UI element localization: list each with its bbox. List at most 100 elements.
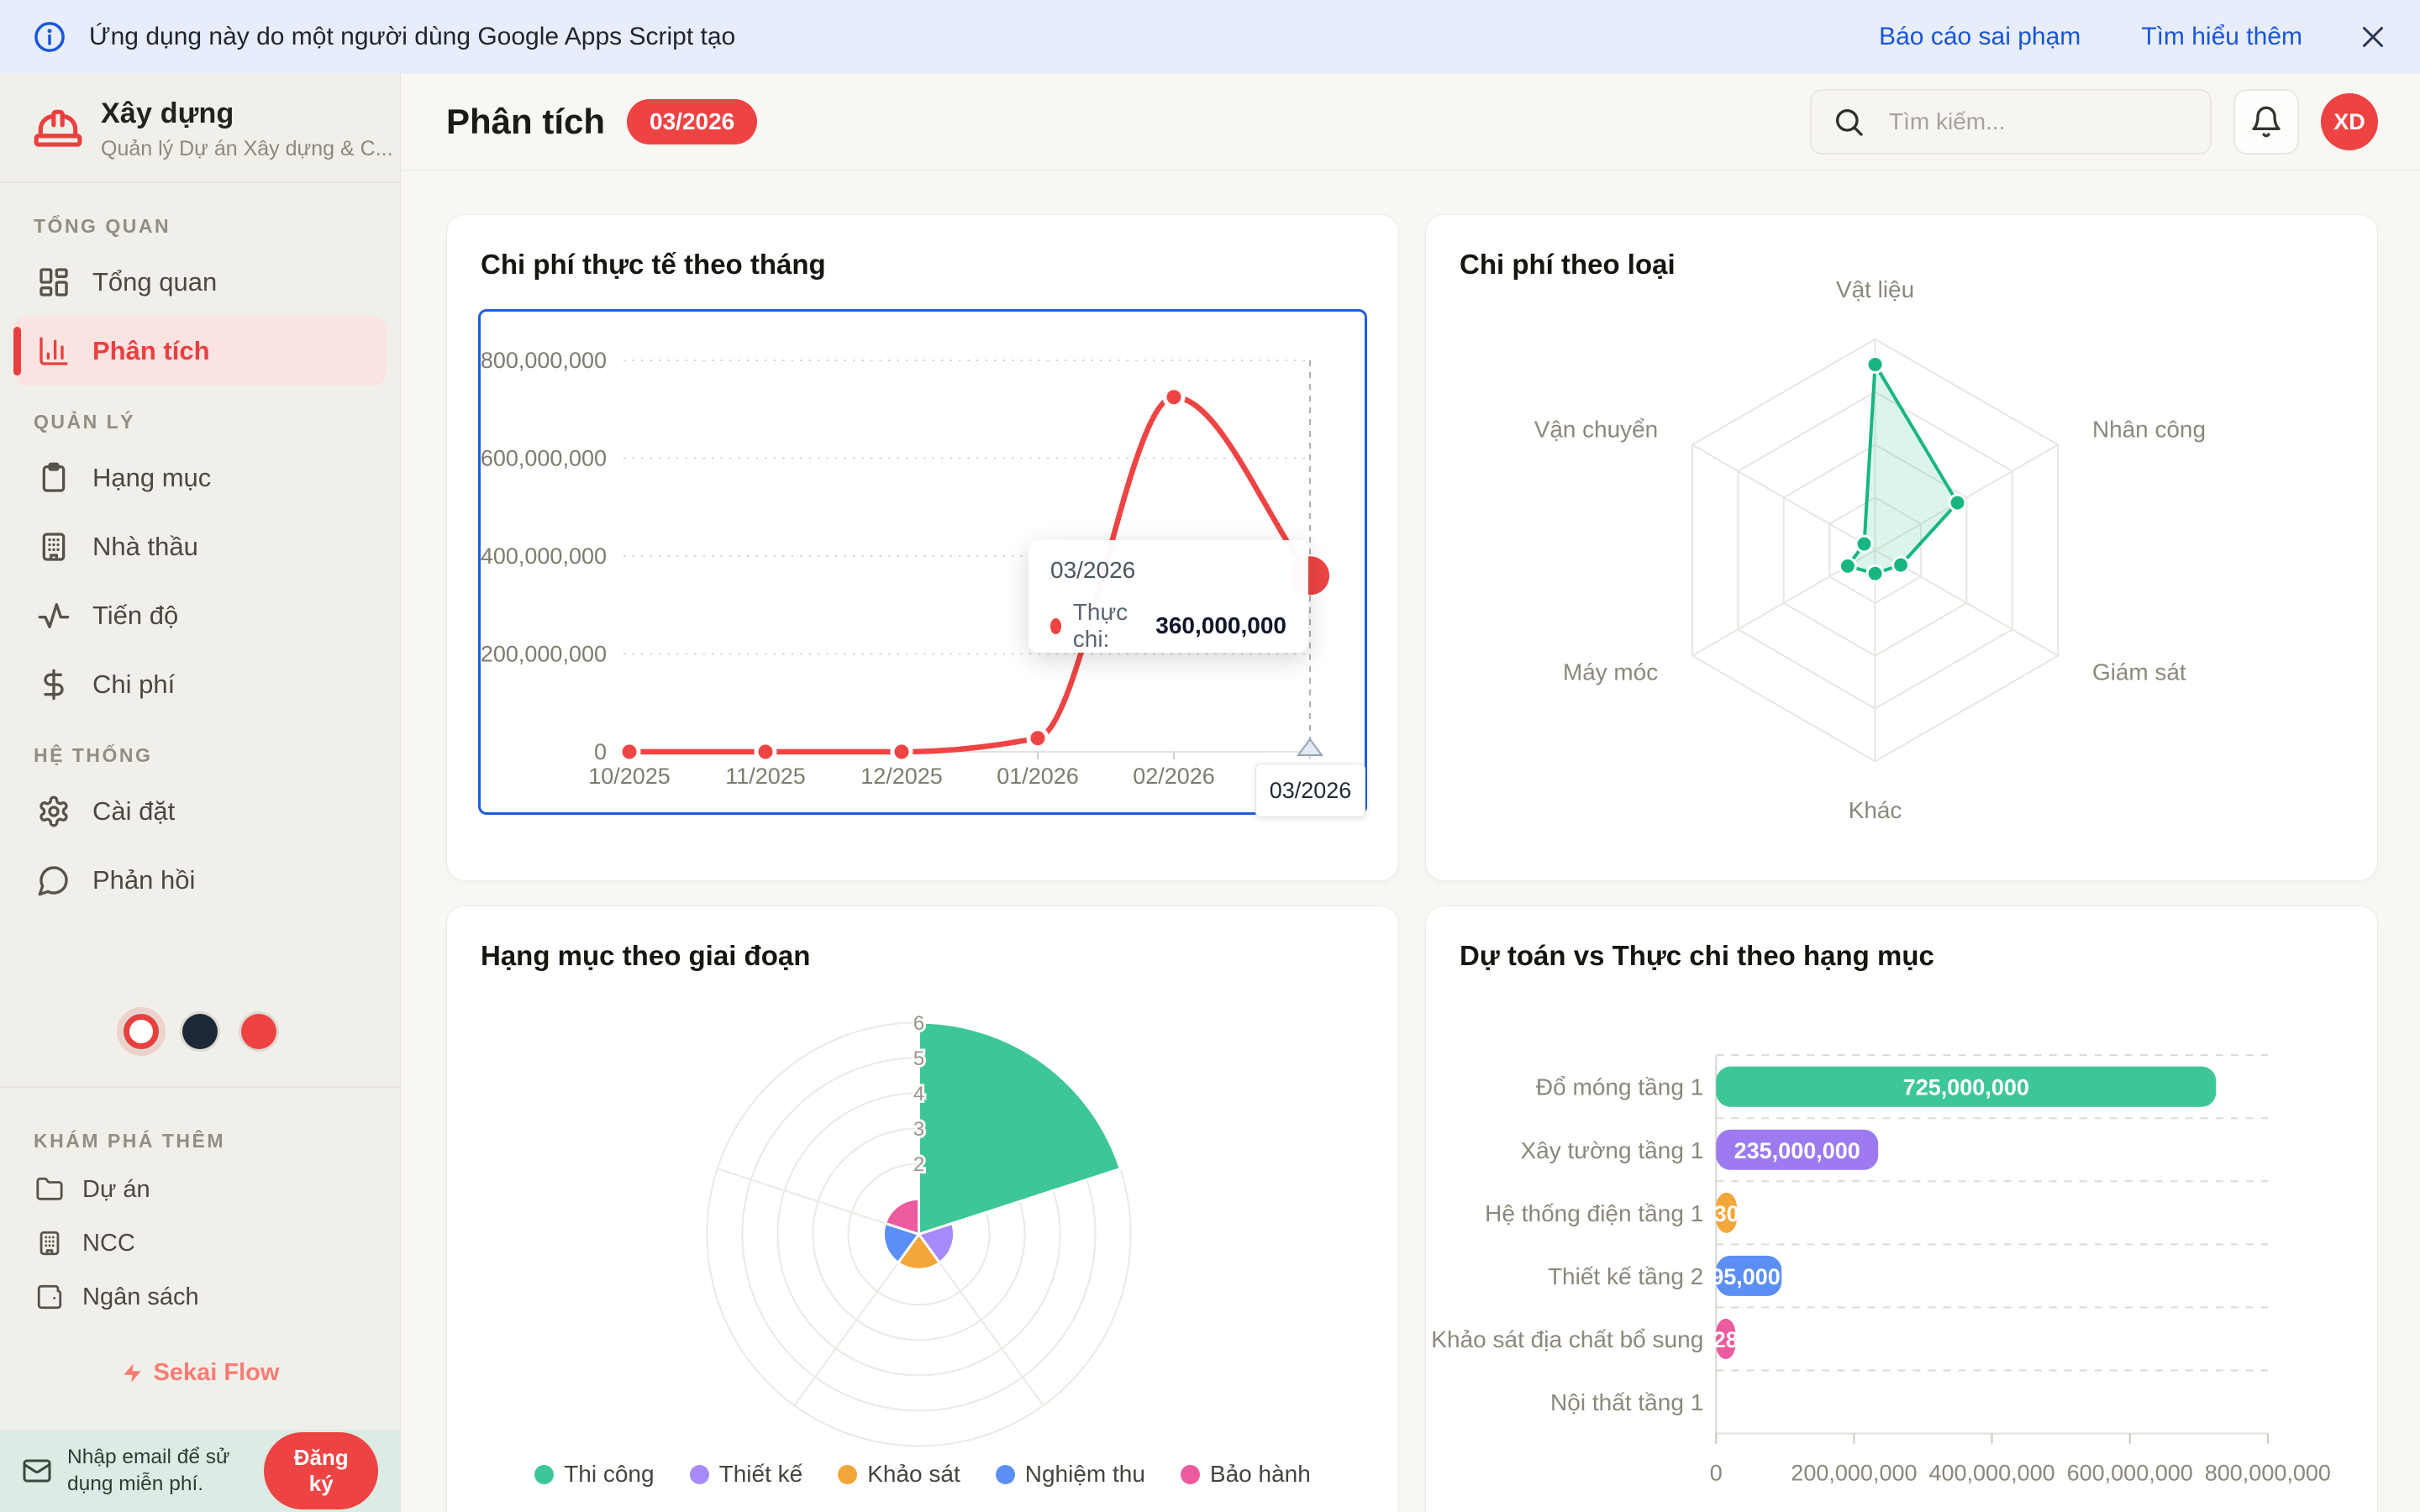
sidebar-item-hang-muc[interactable]: Hạng mục <box>13 444 387 512</box>
svg-text:200,000,000: 200,000,000 <box>481 642 607 667</box>
axis-pointer-label: 03/2026 <box>1255 764 1365 817</box>
page-title: Phân tích <box>446 102 606 141</box>
search-icon <box>1832 105 1865 139</box>
legend-item-1[interactable]: Thi công <box>534 1461 655 1488</box>
svg-text:95,000,: 95,000, <box>1711 1264 1786 1289</box>
tooltip-series-label: Thực chi: <box>1072 599 1128 652</box>
building-icon <box>37 530 71 564</box>
svg-text:Khảo sát địa chất bổ sung: Khảo sát địa chất bổ sung <box>1431 1326 1703 1352</box>
legend-label: Khảo sát <box>867 1461 960 1487</box>
sidebar-item-label: Cài đặt <box>92 796 176 826</box>
app-subtitle: Quản lý Dự án Xây dựng & C... <box>101 137 393 160</box>
legend-label: Thi công <box>564 1461 655 1487</box>
svg-text:01/2026: 01/2026 <box>997 764 1079 789</box>
svg-text:600,000,000: 600,000,000 <box>481 446 607 471</box>
card-cost-by-type: Chi phí theo loại Vật liệu Nhân công Giám … <box>1425 214 2378 881</box>
sidebar-item-label: Tiến độ <box>92 601 179 630</box>
legend-item-3[interactable]: Khảo sát <box>838 1461 960 1488</box>
sekai-flow-link[interactable]: Sekai Flow <box>121 1359 280 1387</box>
svg-text:Khác: Khác <box>1849 797 1902 823</box>
legend-dot <box>838 1464 858 1484</box>
chart-column-icon <box>37 334 71 368</box>
svg-text:11/2025: 11/2025 <box>725 764 806 789</box>
sidebar-item-label: Hạng mục <box>92 463 212 492</box>
sidebar-item-tong-quan[interactable]: Tổng quan <box>13 248 387 317</box>
chat-icon <box>37 864 71 897</box>
svg-text:3: 3 <box>913 1118 924 1141</box>
tooltip-series-dot <box>1050 617 1061 634</box>
page-header: Phân tích 03/2026 XD <box>401 74 2420 171</box>
sidebar-nav: TỔNG QUAN Tổng quan Phân tích QUẢN LÝ Hạng m… <box>0 183 400 915</box>
svg-text:Nội thất tầng 1: Nội thất tầng 1 <box>1550 1389 1703 1415</box>
avatar[interactable]: XD <box>2321 93 2378 150</box>
svg-text:600,000,000: 600,000,000 <box>2067 1461 2193 1486</box>
signup-button[interactable]: Đăng ký <box>264 1432 378 1509</box>
svg-text:400,000,000: 400,000,000 <box>481 543 607 569</box>
card-monthly-cost: Chi phí thực tế theo tháng 0 200,000,000 4… <box>446 214 1399 881</box>
notifications-button[interactable] <box>2233 89 2299 155</box>
legend-label: Thiết kế <box>718 1461 803 1487</box>
sidebar-item-label: Ngân sách <box>82 1283 199 1310</box>
sekai-flow-label: Sekai Flow <box>153 1359 280 1386</box>
theme-dot-light[interactable] <box>124 1014 159 1049</box>
svg-text:4: 4 <box>913 1083 924 1105</box>
svg-text:400,000,000: 400,000,000 <box>1928 1461 2054 1486</box>
report-abuse-link[interactable]: Báo cáo sai phạm <box>1879 23 2081 50</box>
activity-icon <box>37 599 71 633</box>
chart-tooltip: 03/2026 Thực chi: 360,000,000 <box>1028 540 1308 653</box>
theme-dot-navy[interactable] <box>182 1014 218 1049</box>
sidebar-item-label: Dự án <box>82 1175 150 1203</box>
svg-text:200,000,000: 200,000,000 <box>1791 1461 1917 1486</box>
dashboard-grid: Chi phí thực tế theo tháng 0 200,000,000 4… <box>446 214 2378 1512</box>
svg-text:2: 2 <box>913 1153 924 1176</box>
sidebar-item-phan-tich[interactable]: Phân tích <box>13 317 387 386</box>
theme-dot-red[interactable] <box>241 1014 276 1049</box>
svg-text:800,000,000: 800,000,000 <box>481 348 607 373</box>
folder-icon <box>35 1175 64 1204</box>
sidebar-item-ncc[interactable]: NCC <box>13 1216 387 1270</box>
apps-script-banner: Ứng dụng này do một người dùng Google Ap… <box>0 0 2420 74</box>
rose-chart[interactable]: 2 3 4 5 6 <box>447 906 1398 1512</box>
svg-text:Giám sát: Giám sát <box>2092 659 2186 685</box>
info-icon <box>32 19 67 55</box>
email-signup-text: Nhập email để sử dụng miễn phí. <box>67 1445 230 1495</box>
legend-dot <box>1180 1464 1200 1484</box>
learn-more-link[interactable]: Tìm hiểu thêm <box>2141 23 2302 50</box>
banner-close-icon[interactable] <box>2358 22 2388 52</box>
svg-text:235,000,000: 235,000,000 <box>1734 1138 1860 1163</box>
dashboard-icon <box>37 265 71 299</box>
svg-text:0: 0 <box>594 739 607 764</box>
legend-item-5[interactable]: Bảo hành <box>1180 1461 1311 1488</box>
sidebar-item-tien-do[interactable]: Tiến độ <box>13 581 387 650</box>
chart-title-cost-by-type: Chi phí theo loại <box>1460 249 1676 280</box>
svg-text:Xây tường tầng 1: Xây tường tầng 1 <box>1520 1137 1703 1163</box>
legend-item-4[interactable]: Nghiệm thu <box>995 1461 1145 1488</box>
sidebar-item-label: Phân tích <box>92 336 210 365</box>
dollar-icon <box>37 668 71 701</box>
legend-label: Bảo hành <box>1209 1461 1311 1487</box>
bar-chart[interactable]: 0 200,000,000 400,000,000 600,000,000 800,00… <box>1426 906 2377 1512</box>
nav-section-label: HỆ THỐNG <box>34 744 153 766</box>
card-budget-vs-actual: Dự toán vs Thực chi theo hạng mục 0 200,0… <box>1425 906 2378 1512</box>
legend-item-2[interactable]: Thiết kế <box>689 1461 803 1488</box>
sidebar-item-ngan-sach[interactable]: Ngân sách <box>13 1270 387 1324</box>
theme-switcher <box>0 1014 400 1049</box>
bolt-icon <box>121 1362 144 1384</box>
building-icon <box>35 1229 64 1257</box>
sidebar-item-du-an[interactable]: Dự án <box>13 1163 387 1216</box>
hard-hat-icon <box>32 103 84 155</box>
sidebar-item-chi-phi[interactable]: Chi phí <box>13 650 387 719</box>
svg-text:Đổ móng tầng 1: Đổ móng tầng 1 <box>1536 1074 1703 1100</box>
search-input[interactable] <box>1810 89 2212 155</box>
svg-text:28: 28 <box>1713 1327 1739 1352</box>
svg-text:800,000,000: 800,000,000 <box>2205 1461 2331 1486</box>
sidebar-item-nha-thau[interactable]: Nhà thầu <box>13 512 387 581</box>
svg-text:0: 0 <box>1710 1461 1723 1486</box>
svg-text:725,000,000: 725,000,000 <box>1903 1075 2029 1100</box>
explore-section-label: KHÁM PHÁ THÊM <box>34 1130 225 1152</box>
legend-dot <box>689 1464 709 1484</box>
line-chart-frame[interactable]: 0 200,000,000 400,000,000 600,000,000 800,00… <box>478 309 1367 817</box>
radar-chart[interactable]: Vật liệu Nhân công Giám sát Khác Máy móc Vận … <box>1460 274 2344 864</box>
sidebar-item-phan-hoi[interactable]: Phản hồi <box>13 846 387 915</box>
sidebar-item-cai-dat[interactable]: Cài đặt <box>13 777 387 846</box>
